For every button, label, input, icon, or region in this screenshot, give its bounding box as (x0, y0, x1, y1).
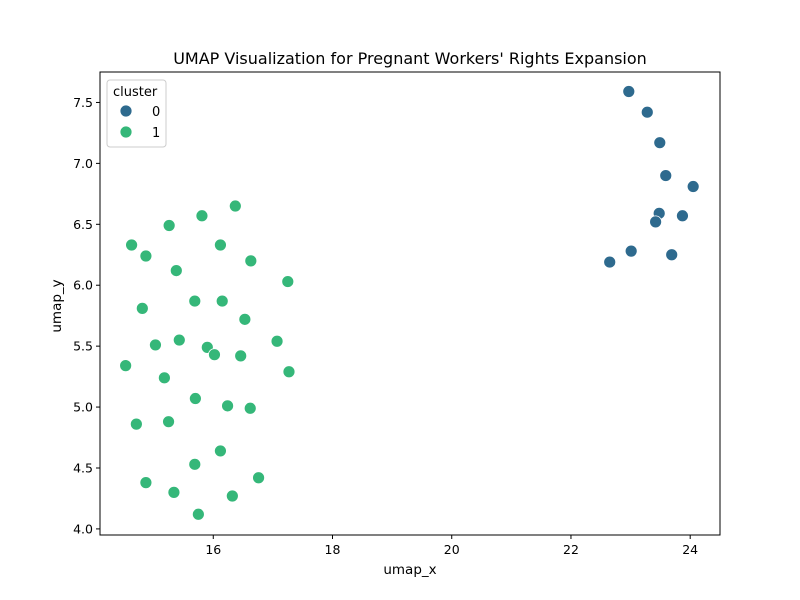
data-point-cluster-0 (640, 105, 654, 119)
y-tick-label: 6.5 (73, 217, 93, 232)
data-point-cluster-0 (622, 85, 636, 98)
x-tick-label: 16 (205, 542, 221, 557)
data-point-cluster-0 (649, 215, 663, 229)
data-point-cluster-0 (653, 136, 667, 150)
data-point-cluster-1 (228, 199, 242, 213)
data-point-cluster-1 (125, 238, 138, 252)
data-point-cluster-1 (234, 349, 248, 363)
data-point-cluster-1 (252, 471, 265, 485)
legend-marker-cluster-0 (119, 104, 133, 118)
data-point-cluster-1 (139, 476, 153, 490)
legend-label-cluster-1: 1 (152, 126, 160, 141)
data-point-cluster-1 (135, 301, 149, 315)
plot-area (99, 71, 721, 536)
data-point-cluster-1 (167, 485, 181, 499)
data-point-cluster-1 (191, 507, 205, 521)
data-point-cluster-0 (659, 169, 673, 182)
data-point-cluster-0 (624, 244, 638, 258)
legend-label-cluster-0: 0 (152, 105, 160, 120)
y-tick-label: 7.5 (73, 95, 93, 110)
data-point-cluster-1 (157, 371, 171, 385)
data-point-cluster-1 (188, 294, 202, 308)
x-axis: 16 18 20 22 24 (205, 535, 698, 557)
y-axis-label: umap_y (49, 279, 65, 332)
x-tick-label: 18 (325, 542, 341, 557)
data-point-cluster-1 (215, 294, 229, 308)
data-point-cluster-1 (169, 264, 183, 278)
legend: cluster 0 1 (106, 79, 167, 148)
data-point-cluster-0 (676, 209, 689, 223)
data-point-cluster-1 (221, 399, 234, 413)
data-point-cluster-1 (188, 457, 202, 471)
y-tick-label: 5.5 (73, 339, 93, 354)
data-point-cluster-0 (665, 248, 679, 262)
axes-frame (99, 71, 721, 536)
data-point-cluster-1 (225, 489, 239, 503)
data-point-cluster-1 (214, 238, 227, 252)
data-point-cluster-1 (282, 365, 296, 379)
y-tick-label: 7.0 (73, 156, 93, 171)
legend-marker-cluster-1 (119, 125, 133, 139)
data-point-cluster-1 (281, 275, 295, 288)
legend-title: cluster (113, 85, 158, 100)
data-point-cluster-1 (214, 444, 227, 458)
data-point-cluster-1 (270, 334, 284, 348)
data-point-cluster-1 (149, 338, 162, 352)
x-tick-label: 20 (444, 542, 460, 557)
chart-title: UMAP Visualization for Pregnant Workers'… (173, 49, 647, 68)
x-tick-label: 24 (682, 542, 698, 557)
x-axis-label: umap_x (383, 562, 436, 578)
data-point-cluster-1 (139, 249, 153, 263)
data-point-cluster-0 (603, 255, 617, 269)
data-point-cluster-1 (172, 333, 186, 347)
data-point-cluster-1 (188, 392, 202, 405)
data-point-cluster-1 (162, 415, 175, 429)
data-point-cluster-1 (243, 401, 257, 415)
data-point-cluster-0 (686, 180, 700, 193)
data-point-cluster-1 (208, 348, 221, 362)
x-tick-label: 22 (563, 542, 579, 557)
data-point-cluster-1 (119, 359, 133, 373)
data-point-cluster-1 (162, 219, 176, 232)
y-tick-label: 4.0 (73, 521, 93, 536)
data-point-cluster-1 (238, 312, 252, 326)
y-tick-label: 6.0 (73, 278, 93, 293)
data-point-cluster-1 (244, 254, 258, 268)
data-points (119, 85, 700, 521)
data-point-cluster-1 (195, 209, 209, 223)
data-point-cluster-1 (129, 417, 143, 431)
y-tick-label: 5.0 (73, 400, 93, 415)
y-tick-label: 4.5 (73, 460, 93, 475)
y-axis: 4.0 4.5 5.0 5.5 6.0 6.5 7.0 7.5 (73, 95, 100, 536)
